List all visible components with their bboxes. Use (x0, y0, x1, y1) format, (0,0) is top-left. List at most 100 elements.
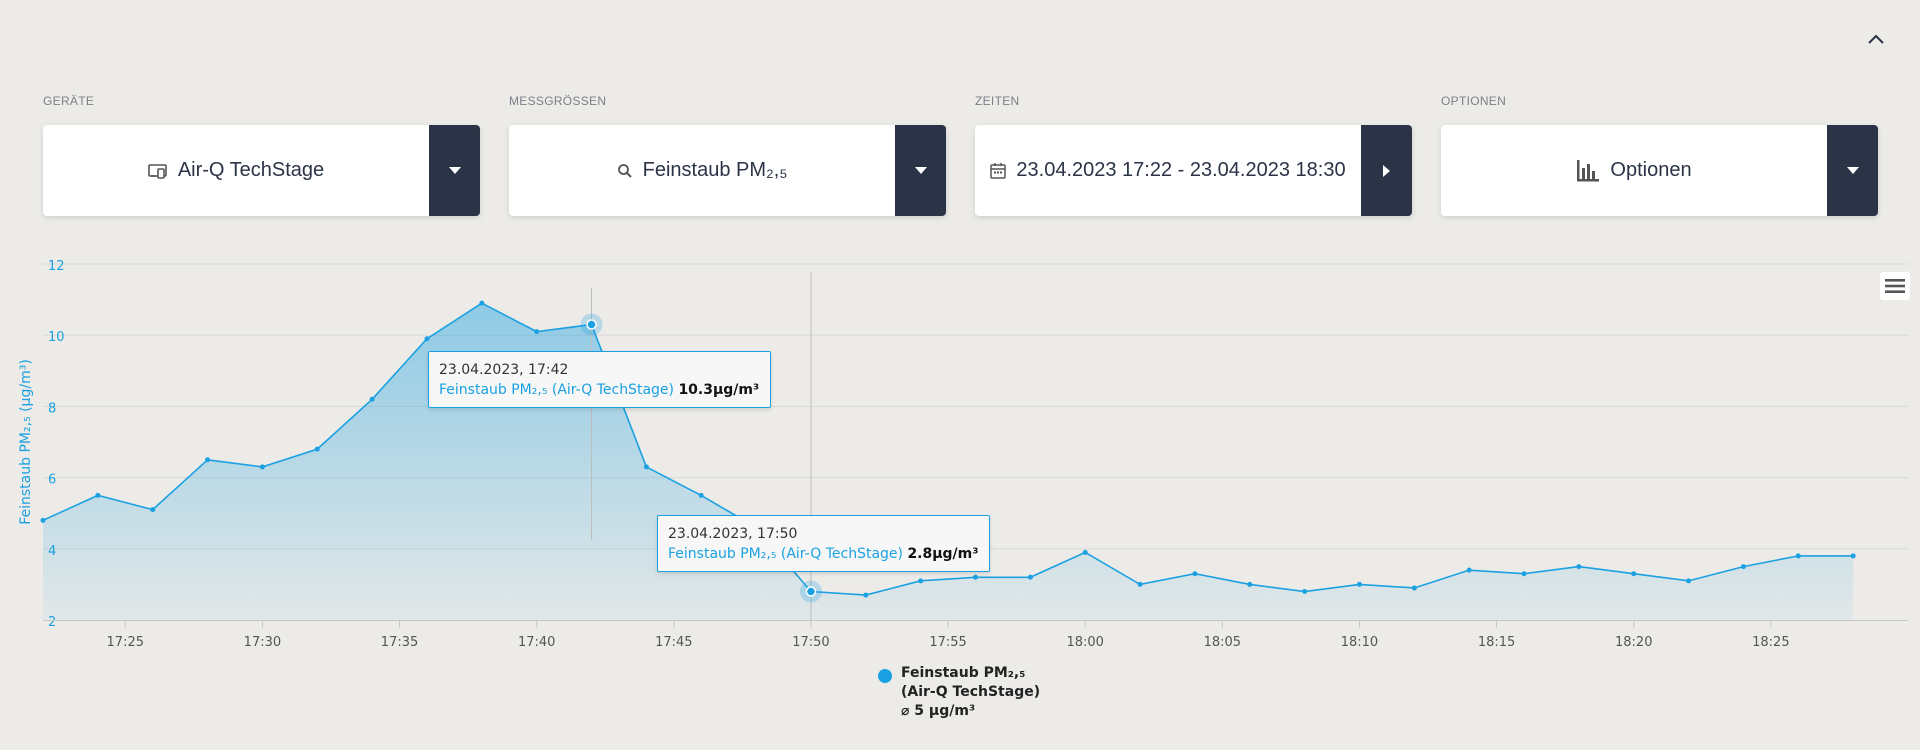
legend-marker (878, 669, 892, 683)
time-range-value: 23.04.2023 17:22 - 23.04.2023 18:30 (1016, 159, 1346, 181)
data-point (1137, 581, 1143, 587)
chevron-up-icon (1868, 34, 1884, 44)
x-tick-label: 17:50 (792, 635, 829, 650)
data-point (1027, 574, 1033, 580)
data-point (369, 396, 375, 402)
data-point (40, 517, 46, 523)
legend-average: ⌀ 5 µg/m³ (901, 703, 976, 719)
caret-down-icon (914, 167, 927, 174)
y-tick-label: 12 (48, 259, 65, 274)
chart-container: 2468101217:2517:3017:3517:4017:4517:5017… (0, 255, 1920, 735)
highlight-point (586, 319, 597, 330)
x-tick-label: 18:00 (1066, 635, 1103, 650)
data-point (698, 492, 704, 498)
data-point (1411, 585, 1417, 591)
x-tick-label: 18:20 (1615, 635, 1652, 650)
data-point (1850, 553, 1856, 559)
data-point (314, 446, 320, 452)
data-point (534, 329, 540, 335)
chart-tooltip: 23.04.2023, 17:42 Feinstaub PM₂,₅ (Air-Q… (428, 351, 772, 408)
data-point (1082, 549, 1088, 555)
x-tick-label: 17:35 (381, 635, 418, 650)
data-point (1521, 571, 1527, 577)
tooltip-value: 2.8µg/m³ (907, 546, 979, 562)
filter-value-wrap: Feinstaub PM₂,₅ (509, 125, 895, 216)
y-tick-label: 6 (48, 473, 56, 488)
y-tick-label: 10 (48, 330, 65, 345)
data-point (1247, 581, 1253, 587)
data-point (424, 336, 430, 342)
device-select[interactable]: Air-Q TechStage (43, 125, 480, 216)
device-dropdown-button[interactable] (429, 125, 480, 216)
series-area-fill (43, 303, 1854, 620)
data-point (150, 507, 156, 513)
time-range-select[interactable]: 23.04.2023 17:22 - 23.04.2023 18:30 (975, 125, 1412, 216)
x-tick-label: 17:25 (107, 635, 144, 650)
data-point (259, 464, 265, 470)
hamburger-menu-icon (1885, 278, 1905, 294)
data-point (973, 574, 978, 580)
x-tick-label: 17:45 (655, 635, 692, 650)
data-point (479, 300, 485, 306)
y-tick-label: 2 (48, 615, 56, 630)
filter-label: ZEITEN (975, 94, 1020, 108)
filter-label: MESSGRÖSSEN (509, 94, 607, 108)
y-tick-label: 8 (48, 401, 56, 416)
pm25-area-chart: 2468101217:2517:3017:3517:4017:4517:5017… (18, 259, 1908, 650)
x-tick-label: 17:40 (518, 635, 555, 650)
data-point (95, 492, 101, 498)
options-dropdown-button[interactable] (1827, 125, 1878, 216)
caret-down-icon (1846, 167, 1859, 174)
measurement-select[interactable]: Feinstaub PM₂,₅ (509, 125, 946, 216)
caret-right-icon (1383, 164, 1390, 177)
chart-tooltip: 23.04.2023, 17:50 Feinstaub PM₂,₅ (Air-Q… (657, 515, 991, 572)
tooltip-date: 23.04.2023, 17:50 (668, 526, 798, 542)
x-tick-label: 18:05 (1204, 635, 1241, 650)
tooltip-series: Feinstaub PM₂,₅ (Air-Q TechStage) (668, 546, 903, 562)
series-line (42, 302, 1854, 596)
chart-menu-button[interactable] (1880, 272, 1910, 300)
caret-down-icon (448, 167, 461, 174)
filter-label: GERÄTE (43, 94, 95, 108)
filter-value-wrap: Optionen (1441, 125, 1827, 216)
time-range-apply-button[interactable] (1361, 125, 1412, 216)
tooltip-series: Feinstaub PM₂,₅ (Air-Q TechStage) (439, 382, 674, 398)
data-point (1740, 564, 1746, 570)
data-point (1576, 564, 1582, 570)
measurement-dropdown-button[interactable] (895, 125, 946, 216)
filter-label: OPTIONEN (1441, 94, 1507, 108)
filter-bar: GERÄTE Air-Q TechStage MESSGRÖSSEN F (43, 94, 1878, 220)
data-point (1466, 567, 1472, 573)
data-point (1795, 553, 1801, 559)
tooltip-value: 10.3µg/m³ (678, 382, 760, 398)
measurement-select-value: Feinstaub PM₂,₅ (642, 159, 788, 181)
x-tick-label: 17:30 (244, 635, 281, 650)
options-select[interactable]: Optionen (1441, 125, 1878, 216)
highlight-point (805, 586, 817, 597)
data-point (643, 464, 649, 470)
bar-chart-icon (1576, 159, 1600, 182)
filter-value-wrap: 23.04.2023 17:22 - 23.04.2023 18:30 (975, 125, 1361, 216)
options-select-value: Optionen (1610, 159, 1692, 181)
data-point (918, 578, 924, 584)
data-point (1686, 578, 1692, 584)
x-tick-label: 18:25 (1752, 635, 1789, 650)
x-tick-label: 17:55 (929, 635, 966, 650)
data-point (1302, 589, 1308, 595)
device-select-value: Air-Q TechStage (177, 159, 325, 181)
collapse-panel-button[interactable] (1862, 27, 1890, 51)
tooltip-date: 23.04.2023, 17:42 (439, 362, 569, 378)
x-tick-label: 18:10 (1341, 635, 1378, 650)
data-point (1192, 571, 1198, 577)
calendar-icon (990, 162, 1007, 179)
device-icon (148, 163, 168, 179)
data-point (205, 457, 211, 463)
legend-series-name: Feinstaub PM₂,₅ (901, 665, 1026, 681)
chart-legend-item[interactable]: Feinstaub PM₂,₅ (Air-Q TechStage) ⌀ 5 µg… (878, 664, 1040, 721)
x-tick-label: 18:15 (1478, 635, 1515, 650)
y-axis-title: Feinstaub PM₂,₅ (µg/m³) (18, 359, 34, 525)
data-point (1356, 581, 1362, 587)
data-point (1631, 571, 1637, 577)
legend-text: Feinstaub PM₂,₅ (Air-Q TechStage) ⌀ 5 µg… (901, 664, 1040, 721)
search-icon (617, 163, 633, 179)
